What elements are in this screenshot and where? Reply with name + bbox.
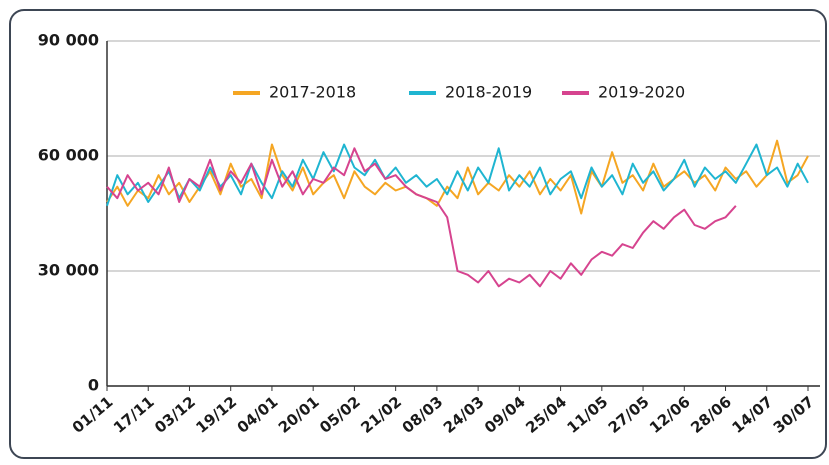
legend-label: 2018-2019 [445,83,532,102]
y-tick-label: 30 000 [38,261,99,280]
frame [9,9,827,459]
y-tick-label: 60 000 [38,146,99,165]
legend-label: 2019-2020 [598,83,685,102]
legend-label: 2017-2018 [269,83,356,102]
y-tick-label: 0 [88,376,99,395]
line-series [106,147,737,288]
y-tick-label: 90 000 [38,31,99,50]
